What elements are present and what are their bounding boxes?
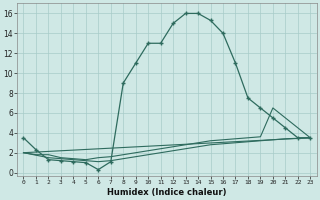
X-axis label: Humidex (Indice chaleur): Humidex (Indice chaleur) <box>107 188 227 197</box>
